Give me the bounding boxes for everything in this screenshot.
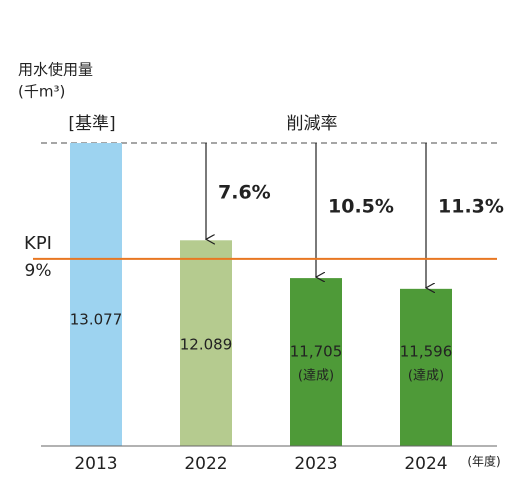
bar [180,240,232,446]
value-label: 12.089 [180,336,233,354]
x-tick-label: 2022 [184,454,227,474]
x-tick-label: 2013 [74,454,117,474]
y-axis-label: 用水使用量 [18,61,93,79]
reduction-label: 10.5% [328,196,394,218]
y-axis-unit: (千m³) [18,83,65,101]
bar [70,143,122,446]
achieved-label: (達成) [408,369,444,384]
bar [400,288,452,446]
x-tick-label: 2023 [294,454,337,474]
bar [290,278,342,446]
x-tick-label: 2024 [404,454,447,474]
reduction-label: 7.6% [218,182,271,204]
value-label: 11,596 [400,343,453,361]
achieved-label: (達成) [298,369,334,384]
kpi-name: KPI [24,233,52,254]
reduction-label: 11.3% [438,196,504,218]
value-label: 11,705 [290,343,343,361]
baseline-label: [基準] [68,114,115,134]
x-unit: (年度) [467,454,500,469]
reduction-header: 削減率 [287,114,338,134]
value-label: 13.077 [70,311,123,329]
kpi-label: 9% [25,261,52,281]
